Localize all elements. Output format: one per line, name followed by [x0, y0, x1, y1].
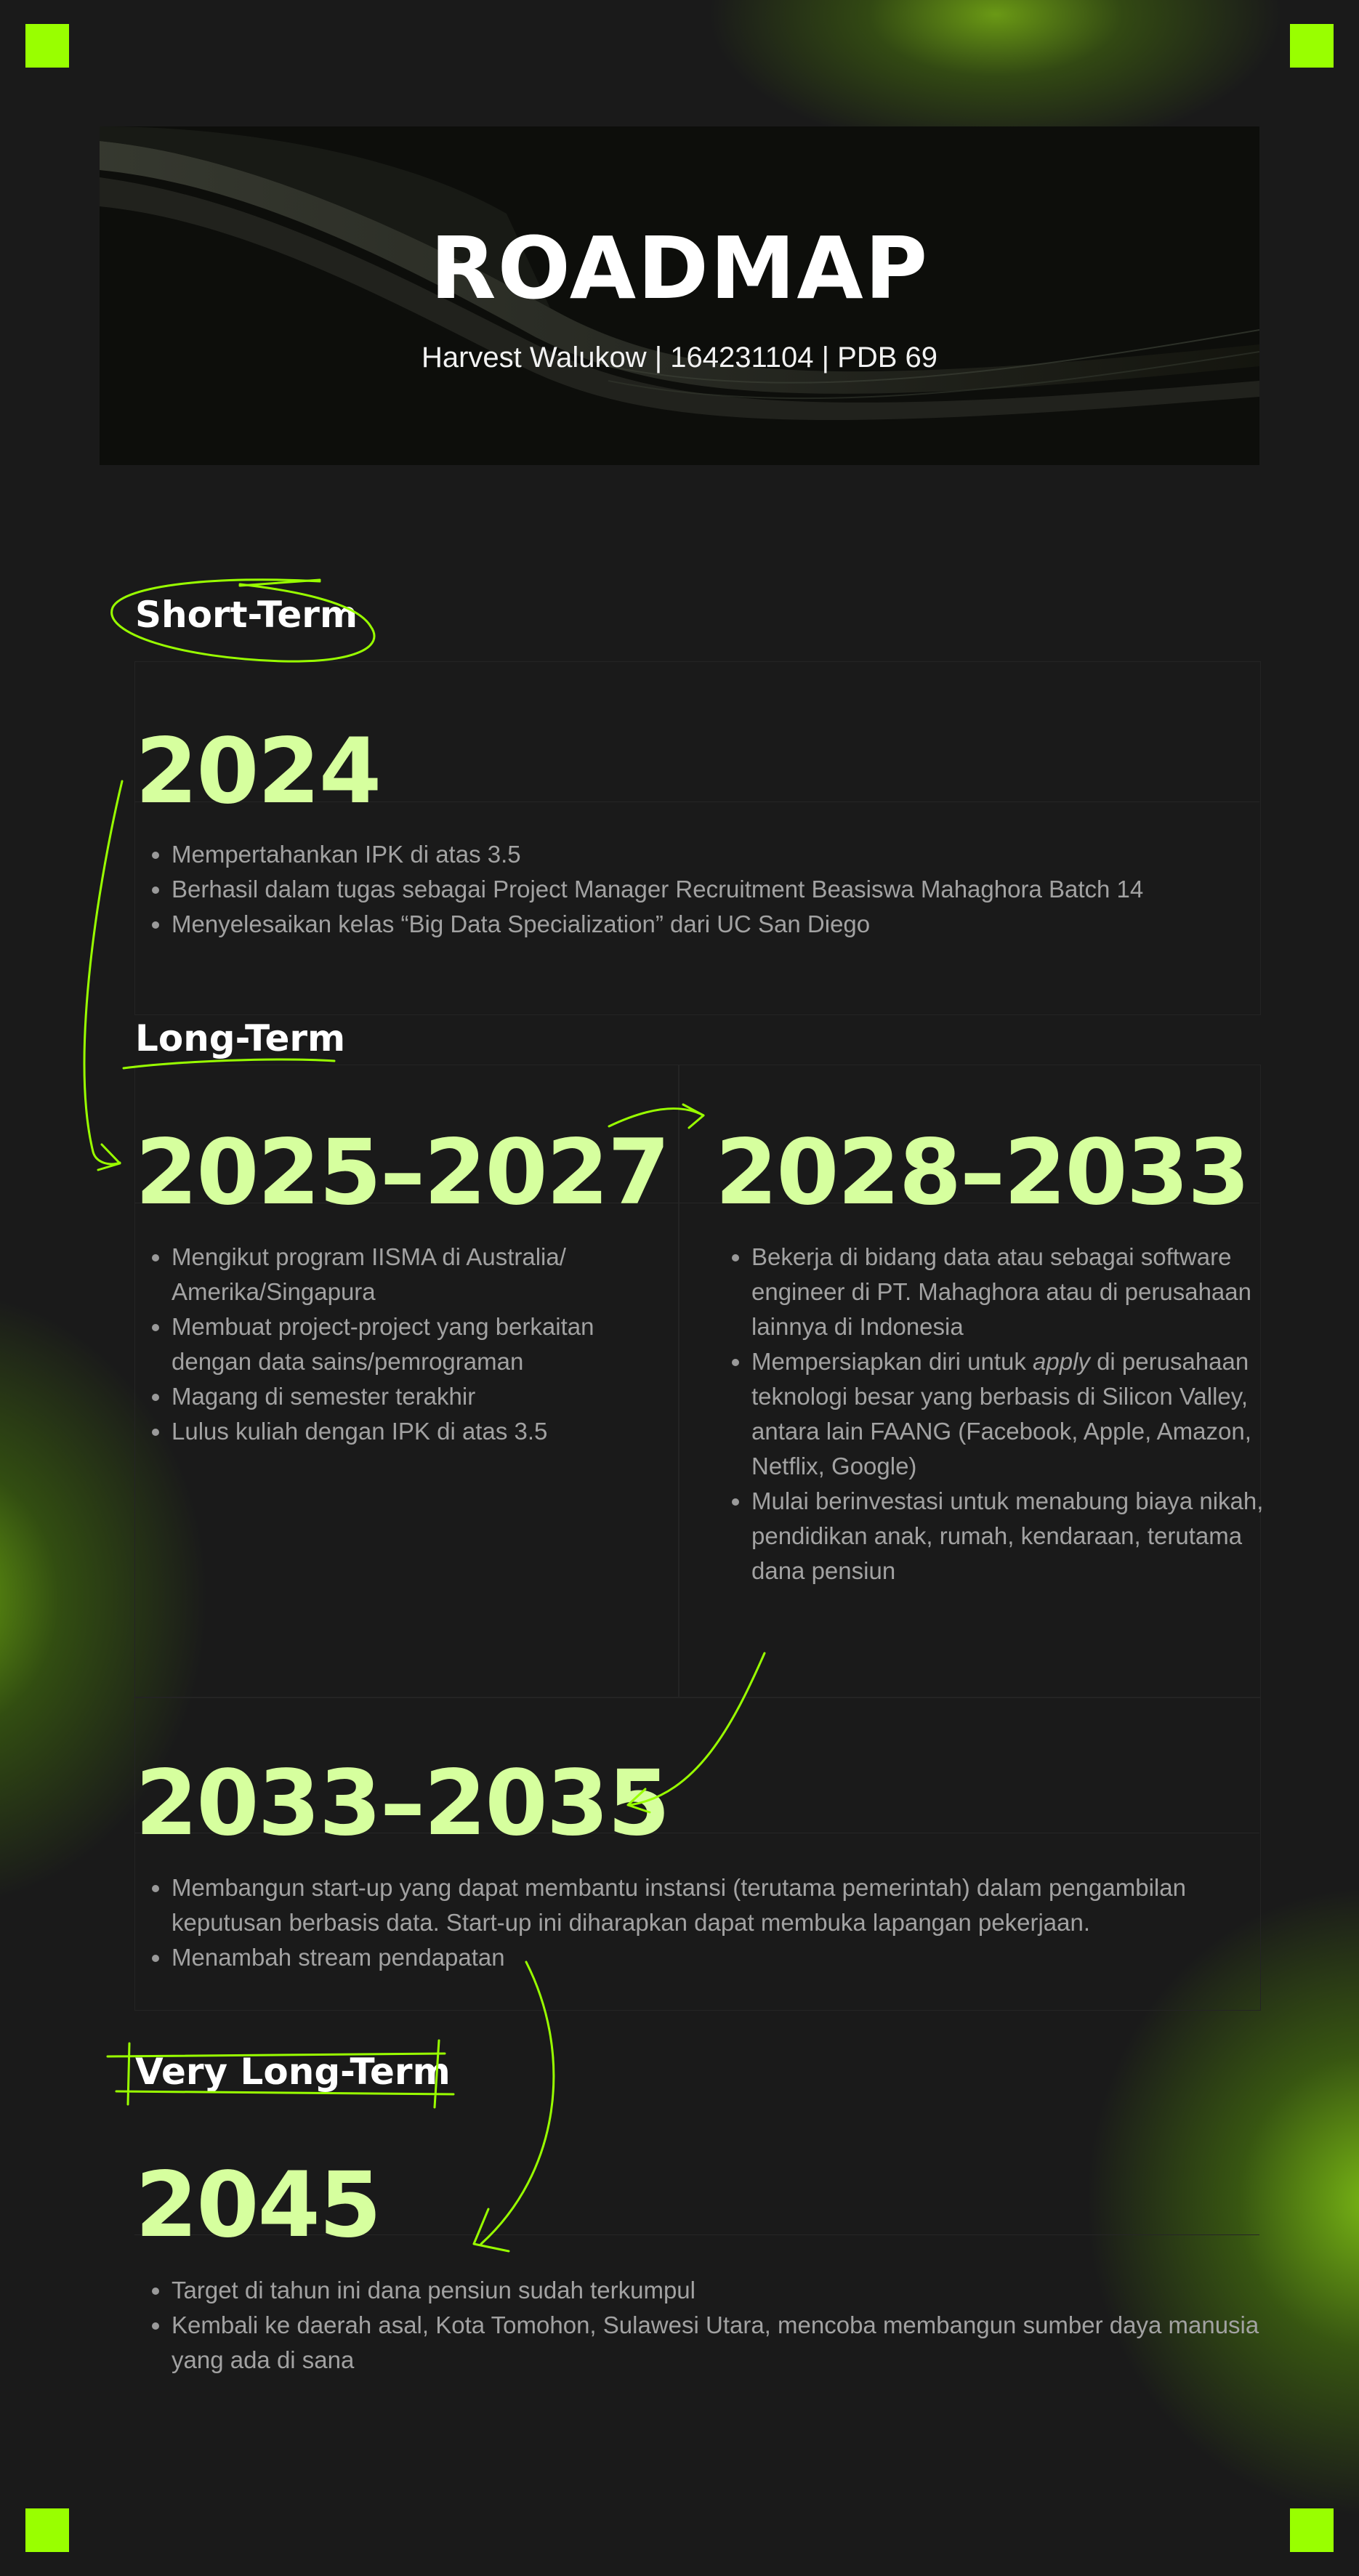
list-2045: Target di tahun ini dana pensiun sudah t…: [138, 2273, 1276, 2378]
corner-square-top-left: [25, 24, 69, 68]
list-item: Menyelesaikan kelas “Big Data Specializa…: [172, 907, 1276, 942]
list-item: Membuat project-project yang berkaitan d…: [172, 1309, 680, 1379]
corner-square-bottom-left: [25, 2508, 69, 2552]
header-banner: [100, 126, 1259, 465]
list-2025-2027: Mengikut program IISMA di Australia/ Ame…: [138, 1240, 680, 1449]
list-item: Mengikut program IISMA di Australia/ Ame…: [172, 1240, 680, 1309]
short-term-heading: Short-Term: [135, 594, 358, 636]
arrow-2024-to-2025-icon: [83, 780, 124, 1166]
banner-wave-image: [100, 126, 1259, 465]
list-2033-2035: Membangun start-up yang dapat membantu i…: [138, 1870, 1276, 1975]
list-item: Lulus kuliah dengan IPK di atas 3.5: [172, 1414, 680, 1449]
very-long-term-heading: Very Long-Term: [135, 2051, 451, 2093]
long-term-panel-left: [134, 1065, 680, 1698]
list-2028-2033: Bekerja di bidang data atau sebagai soft…: [718, 1240, 1267, 1588]
page-subtitle: Harvest Walukow | 164231104 | PDB 69: [421, 342, 938, 374]
long-term-heading: Long-Term: [135, 1017, 346, 1059]
emphasis-apply: apply: [1033, 1348, 1090, 1375]
year-2025-2027: 2025–2027: [135, 1121, 670, 1225]
list-item: Membangun start-up yang dapat membantu i…: [172, 1870, 1276, 1940]
list-2024: Mempertahankan IPK di atas 3.5 Berhasil …: [138, 837, 1276, 942]
list-item: Mulai berinvestasi untuk menabung biaya …: [751, 1484, 1267, 1588]
year-2028-2033: 2028–2033: [715, 1121, 1250, 1225]
short-term-panel: [134, 661, 1261, 1015]
year-2033-2035: 2033–2035: [135, 1751, 670, 1856]
corner-square-top-right: [1290, 24, 1334, 68]
corner-square-bottom-right: [1290, 2508, 1334, 2552]
page-title: ROADMAP: [430, 218, 929, 318]
year-2024: 2024: [135, 719, 382, 824]
list-item: Mempertahankan IPK di atas 3.5: [172, 837, 1276, 872]
list-item: Target di tahun ini dana pensiun sudah t…: [172, 2273, 1276, 2308]
list-item: Bekerja di bidang data atau sebagai soft…: [751, 1240, 1267, 1344]
year-2045: 2045: [135, 2153, 382, 2258]
list-item: Mempersiapkan diri untuk apply di perusa…: [751, 1344, 1267, 1484]
list-item: Berhasil dalam tugas sebagai Project Man…: [172, 872, 1276, 907]
list-item: Menambah stream pendapatan: [172, 1940, 1276, 1975]
list-item: Magang di semester terakhir: [172, 1379, 680, 1414]
long-term-panel-right: [678, 1065, 1261, 1698]
list-item: Kembali ke daerah asal, Kota Tomohon, Su…: [172, 2308, 1276, 2378]
